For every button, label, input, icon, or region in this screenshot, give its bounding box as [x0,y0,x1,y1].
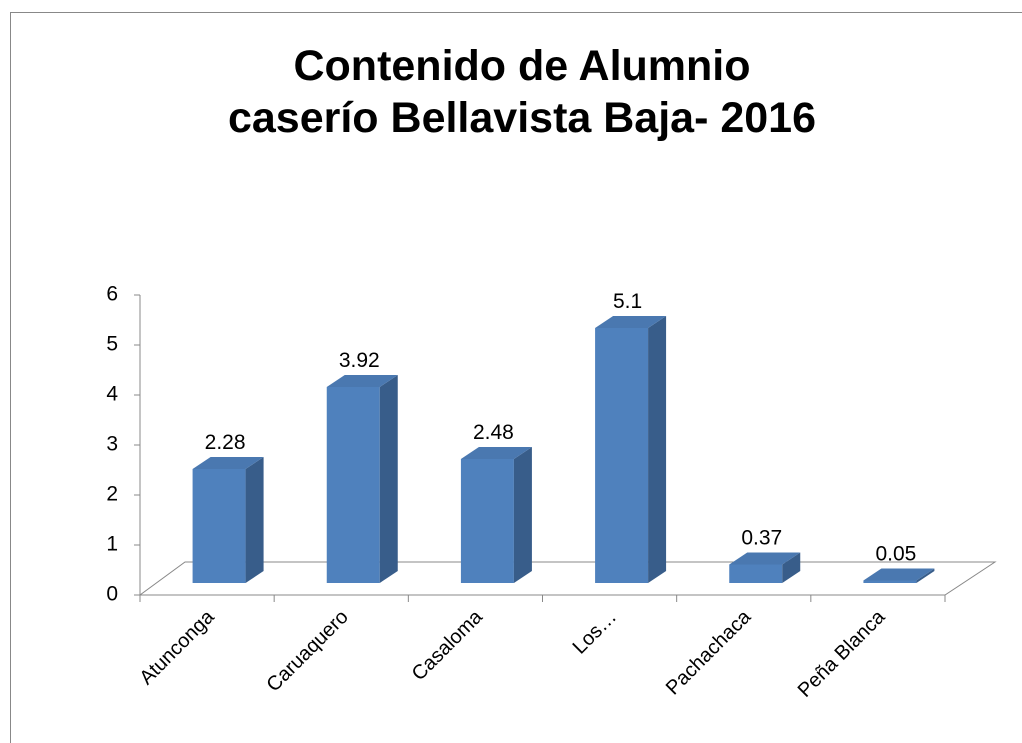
bar-top [863,568,935,581]
y-tick-label: 3 [106,433,118,456]
bar [460,447,532,583]
bar [326,375,398,583]
bar-top [326,375,398,387]
y-tick-label: 2 [106,483,118,506]
y-tick-label: 1 [106,533,118,556]
y-tick-label: 6 [106,283,118,306]
bar-side [782,552,801,583]
bar-front [460,459,514,583]
bar-side [513,447,532,583]
bar-side [245,457,264,583]
value-label: 2.48 [473,421,514,444]
chart-title: caserío Bellavista Baja- 2016 [228,94,816,142]
bar-top [729,552,801,565]
bar-front [595,328,649,583]
value-label: 0.37 [741,527,782,550]
value-label: 5.1 [613,290,642,313]
chart-title: Contenido de Alumnio [293,42,750,90]
bar-top [595,316,667,328]
bar-front [863,580,917,583]
y-tick-label: 4 [106,383,118,406]
bar-side [648,316,667,583]
y-tick-label: 5 [106,333,118,356]
bar-top [460,447,532,459]
bar-side [916,568,935,583]
bar [729,552,801,583]
bar-side [379,375,398,583]
bar [192,457,264,583]
bar-front [326,387,380,583]
value-label: 2.28 [205,431,246,454]
bar-front [192,469,246,583]
y-tick-label: 0 [106,583,118,606]
value-label: 3.92 [339,349,380,372]
chart-border [10,12,1022,743]
value-label: 0.05 [875,543,916,566]
bar [595,316,667,583]
bar-front [729,564,783,583]
bar [863,568,935,583]
bar-top [192,457,264,469]
